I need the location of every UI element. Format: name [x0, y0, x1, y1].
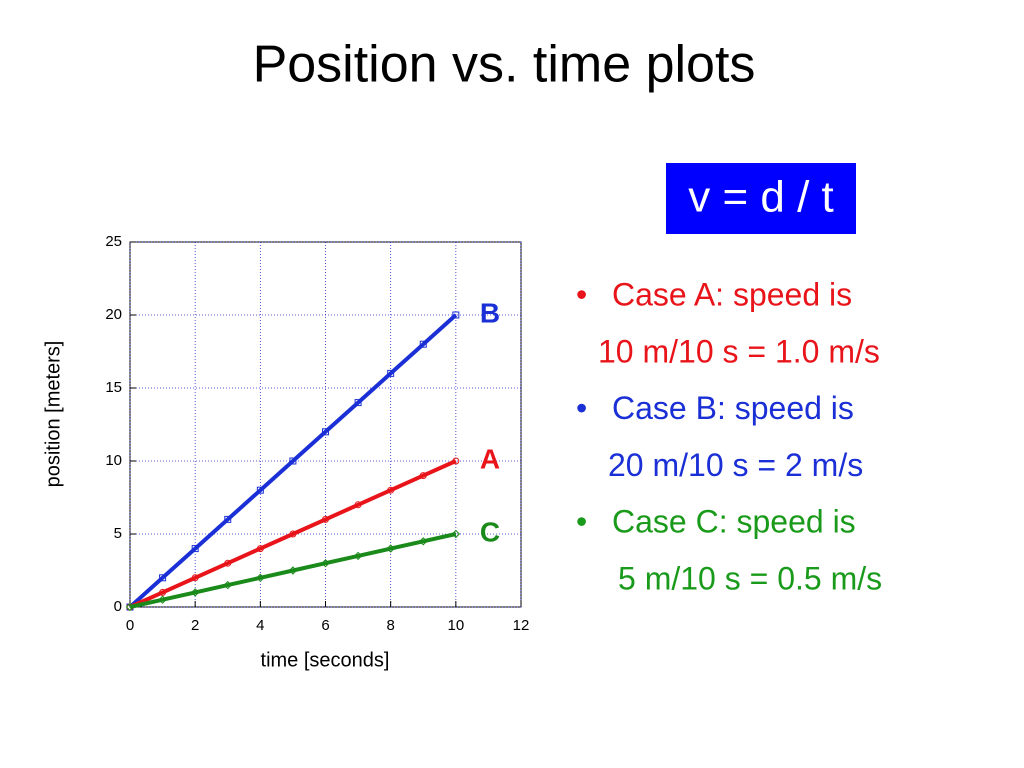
data-point — [191, 574, 199, 582]
y-axis-label: position [meters] — [42, 341, 64, 488]
bullet-detail: 20 m/10 s = 2 m/s — [608, 447, 863, 483]
y-tick-label: 25 — [105, 233, 122, 250]
x-axis-label: time [seconds] — [261, 649, 390, 671]
data-point — [159, 588, 167, 596]
series-line — [129, 459, 457, 609]
formula: v = d / t — [688, 173, 834, 222]
data-point — [451, 529, 461, 539]
y-tick-label: 20 — [105, 306, 122, 323]
bullet-detail: 10 m/10 s = 1.0 m/s — [598, 333, 880, 369]
data-point — [387, 369, 395, 377]
formula-box — [666, 163, 856, 234]
y-tick-label: 5 — [114, 525, 122, 542]
line-label: C — [480, 516, 500, 547]
data-point — [354, 501, 362, 509]
data-point — [256, 573, 265, 583]
data-point — [159, 574, 167, 582]
x-tick-label: 10 — [447, 617, 464, 634]
data-point — [223, 580, 232, 590]
data-point — [419, 472, 427, 480]
data-point — [321, 558, 330, 568]
data-point — [256, 545, 264, 553]
data-point — [256, 486, 264, 494]
data-point — [125, 602, 135, 612]
data-point — [354, 399, 362, 407]
data-point — [419, 537, 428, 546]
data-point — [191, 545, 199, 553]
y-tick-label: 15 — [105, 379, 122, 396]
data-point — [288, 566, 298, 575]
data-point — [322, 515, 329, 523]
data-point — [452, 457, 460, 465]
x-tick-label: 12 — [513, 617, 530, 634]
data-point — [158, 595, 167, 604]
bullet-text: Case C: speed is — [612, 503, 856, 539]
y-tick-label: 0 — [114, 598, 122, 615]
x-tick-label: 8 — [386, 617, 394, 634]
line-label: B — [480, 297, 500, 328]
data-point — [322, 428, 329, 436]
slide-title: Position vs. time plots — [253, 36, 756, 94]
y-tick-label: 10 — [105, 452, 122, 469]
series-line — [128, 313, 458, 609]
data-point — [224, 559, 232, 567]
bullet-text: Case A: speed is — [612, 276, 852, 312]
series-line — [129, 532, 457, 609]
x-tick-label: 4 — [256, 617, 264, 634]
data-point — [387, 486, 395, 494]
x-tick-label: 2 — [191, 617, 199, 634]
bullet-text: Case B: speed is — [612, 390, 854, 426]
x-tick-label: 6 — [321, 617, 329, 634]
data-point — [353, 551, 363, 561]
data-point — [190, 588, 200, 597]
data-point — [452, 311, 460, 319]
data-point — [224, 515, 232, 523]
bullet-detail: 5 m/10 s = 0.5 m/s — [618, 560, 882, 596]
bullet-dot: • — [576, 503, 587, 539]
data-point — [386, 544, 395, 553]
data-point — [289, 530, 297, 538]
x-tick-label: 0 — [126, 617, 134, 634]
data-point — [289, 457, 297, 465]
line-label: A — [480, 443, 500, 474]
data-point — [419, 340, 427, 348]
bullet-dot: • — [576, 276, 587, 312]
bullet-dot: • — [576, 390, 587, 426]
